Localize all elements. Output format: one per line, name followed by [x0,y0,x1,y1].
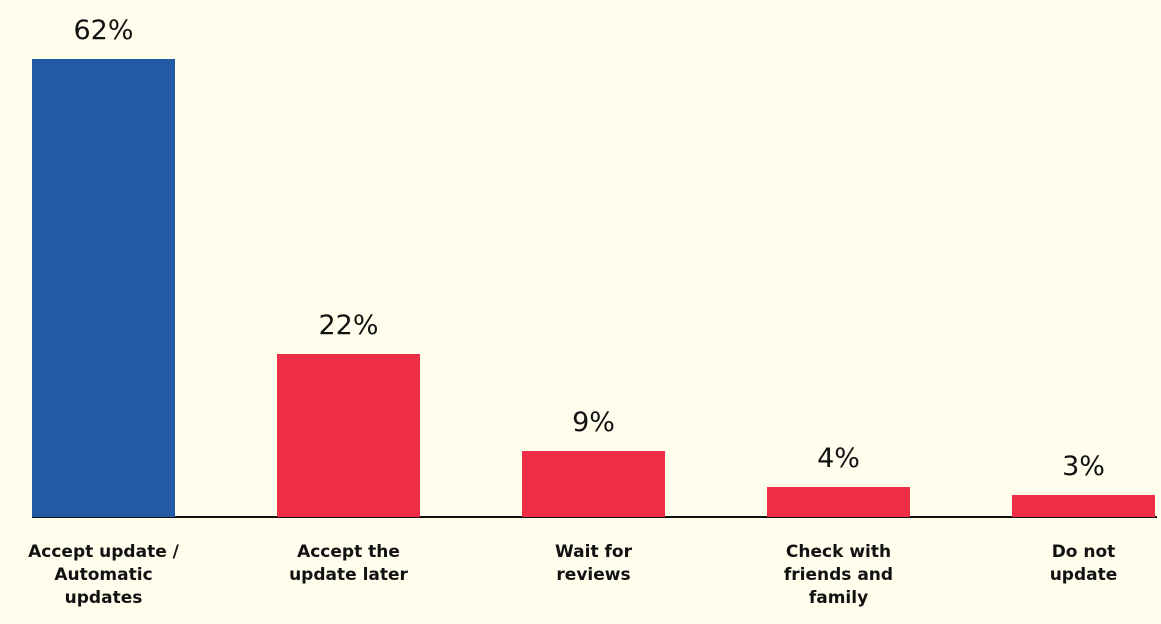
value-label: 62% [73,15,134,46]
category-label: Accept the update later [289,542,408,585]
bar [767,487,910,517]
bar [522,450,665,517]
bar [277,354,420,517]
bar [1012,494,1155,517]
value-label: 22% [318,310,379,342]
category-label: Do not update [1049,542,1118,585]
category-label: Wait for reviews [555,542,632,585]
baseline [32,516,1157,518]
category-label: Check with friends and family [783,542,894,608]
bar [32,59,175,517]
category-label: Accept update / Automatic updates [28,542,179,608]
value-label: 9% [572,406,615,438]
value-label: 3% [1062,450,1105,482]
value-label: 4% [817,443,860,475]
